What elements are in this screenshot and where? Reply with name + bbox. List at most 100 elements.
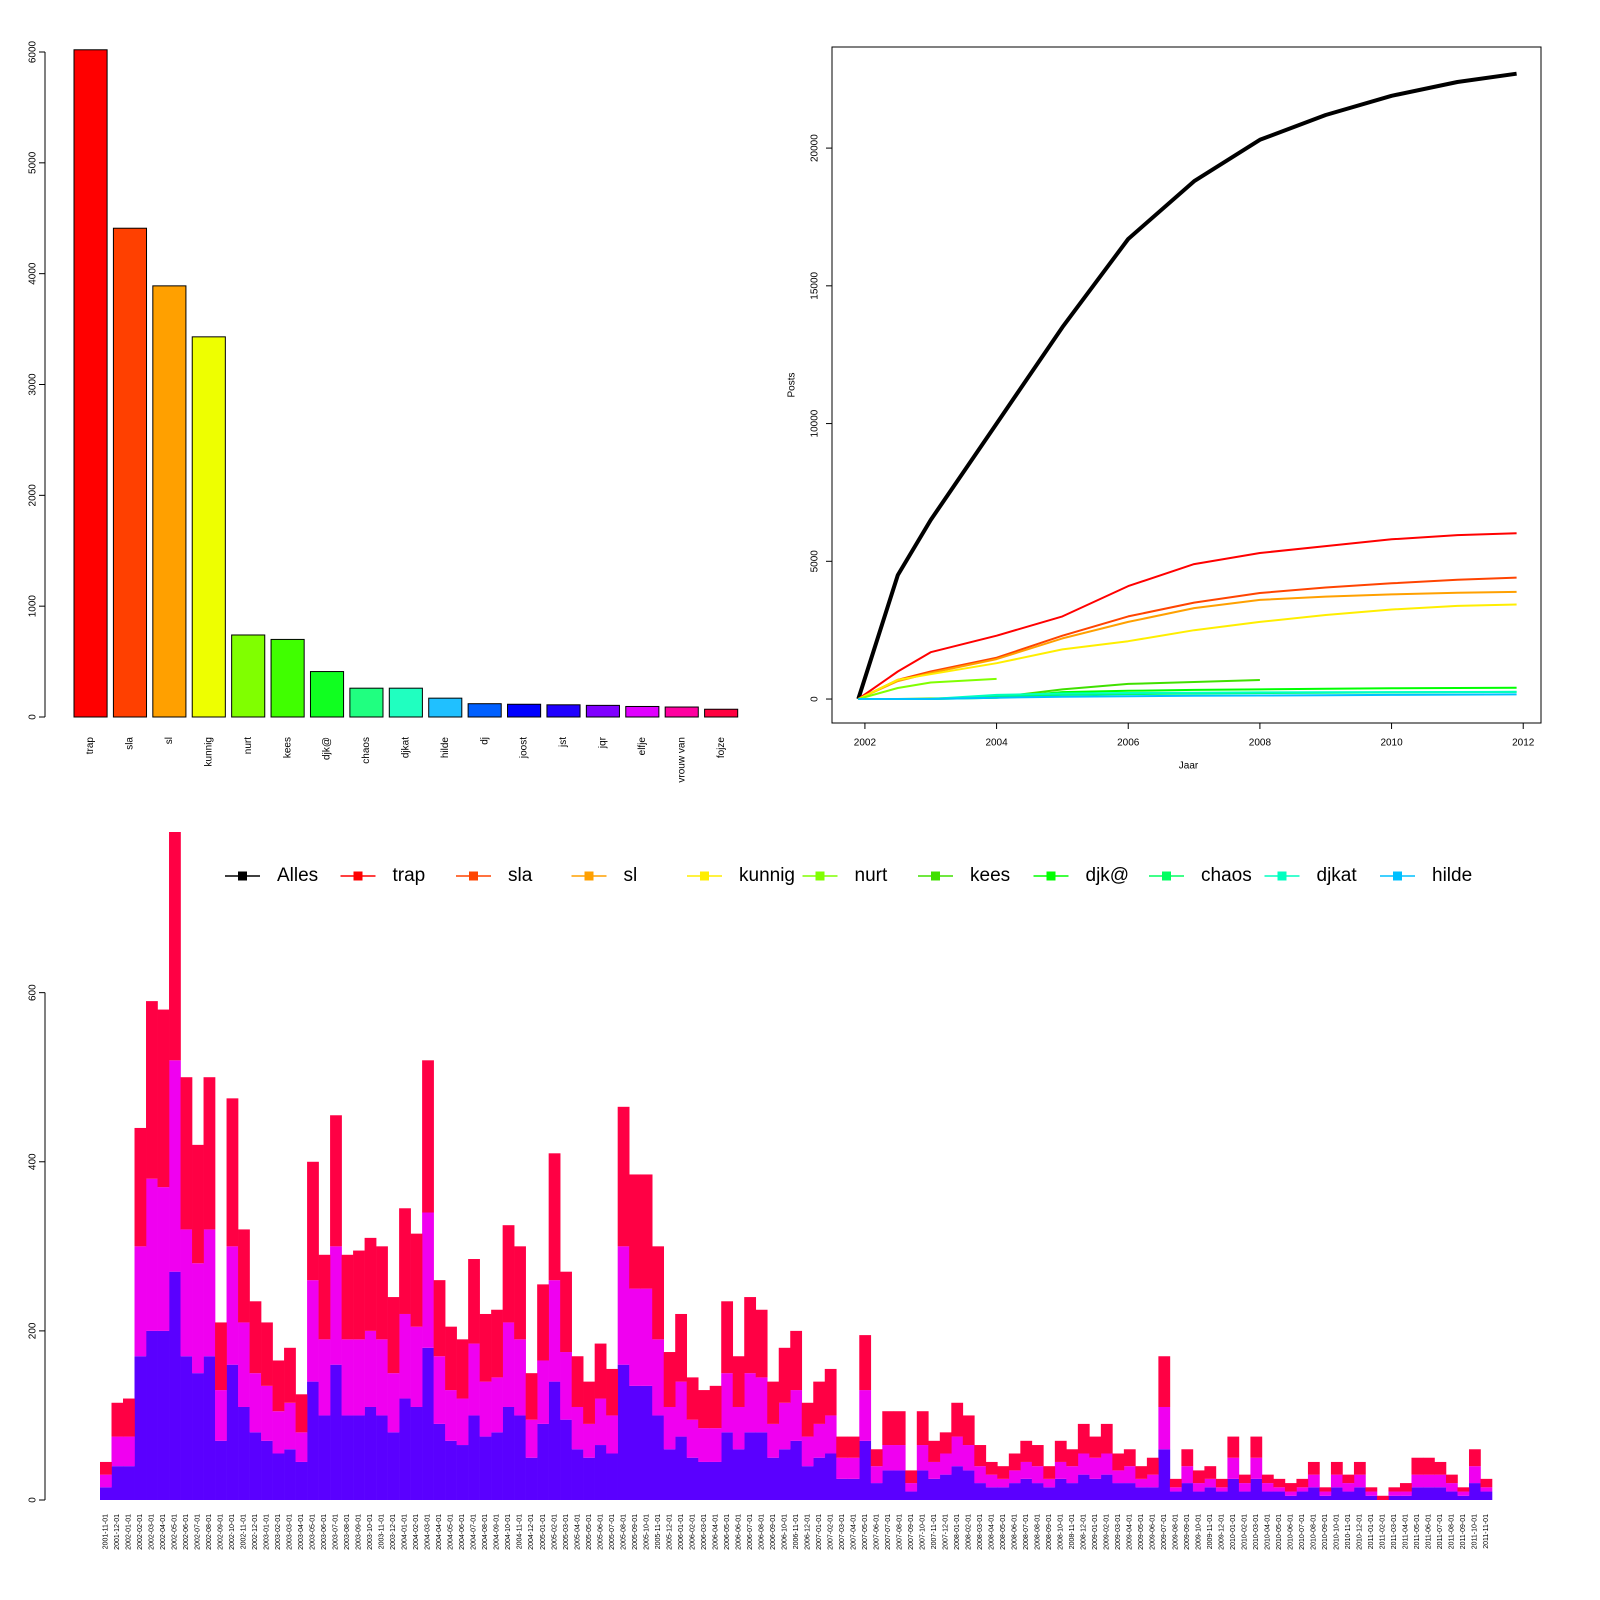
bar-segment	[1330, 1474, 1343, 1488]
x-tick-label: 2006-09-01	[770, 1514, 777, 1550]
bar-segment	[433, 1356, 446, 1424]
x-tick-label: 2010-12-01	[1357, 1514, 1364, 1550]
x-tick-label: 2005-06-01	[597, 1514, 604, 1550]
bar-segment	[1181, 1466, 1194, 1484]
legend-label: Alles	[277, 865, 318, 886]
bar-segment	[1066, 1483, 1079, 1500]
bar-segment	[180, 1229, 193, 1357]
x-tick-label: 2004-10-01	[505, 1514, 512, 1550]
bar-segment	[203, 1356, 216, 1500]
x-tick-label: 2003-08-01	[344, 1514, 351, 1550]
y-tick-label: 10000	[810, 409, 821, 437]
bar-segment	[824, 1415, 837, 1454]
x-tick-label: 2006-03-01	[701, 1514, 708, 1550]
bar-segment	[916, 1411, 929, 1446]
bar-segment	[1468, 1483, 1481, 1500]
bar-segment	[652, 1415, 665, 1500]
bar-segment	[272, 1360, 285, 1412]
x-tick-label: 2003-07-01	[333, 1514, 340, 1550]
bar-segment	[1181, 1483, 1194, 1500]
x-tick-label: 2009-06-01	[1149, 1514, 1156, 1550]
bar-segment	[1388, 1491, 1401, 1496]
bar-segment	[215, 1322, 227, 1391]
bar-segment	[1457, 1491, 1470, 1496]
bar-segment	[997, 1466, 1010, 1479]
bar-segment	[675, 1313, 688, 1382]
x-tick-label: 2008-04-01	[988, 1514, 995, 1550]
x-tick-label: hilde	[440, 737, 451, 759]
x-tick-label: 2008-01-01	[954, 1514, 961, 1550]
bar-segment	[1238, 1474, 1251, 1484]
bar-segment	[456, 1339, 469, 1399]
x-tick-label: 2010-11-01	[1345, 1514, 1352, 1549]
x-tick-label: 2008-07-01	[1023, 1514, 1030, 1550]
y-tick-label: 3000	[28, 373, 39, 396]
legend-label: djk@	[1086, 865, 1130, 886]
bar-segment	[1169, 1487, 1182, 1492]
y-tick-label: 5000	[28, 151, 39, 174]
bar-segment	[1100, 1423, 1113, 1454]
bar-segment	[1192, 1491, 1205, 1500]
y-tick-label: 600	[28, 984, 39, 1001]
x-tick-label: 2006-06-01	[735, 1514, 742, 1550]
bar	[388, 687, 423, 718]
x-tick-label: 2005-05-01	[586, 1514, 593, 1550]
legend-marker	[1162, 871, 1171, 881]
y-tick-label: 0	[28, 714, 39, 720]
bar-segment	[778, 1449, 791, 1500]
bar-segment	[341, 1339, 354, 1416]
bar-segment	[617, 1106, 630, 1247]
bar-segment	[1031, 1445, 1044, 1467]
bar	[191, 336, 226, 718]
x-tick-label: 2002-05-01	[172, 1514, 179, 1550]
x-tick-label: 2007-11-01	[931, 1514, 938, 1549]
bar-segment	[514, 1339, 526, 1416]
x-tick-label: 2007-03-01	[839, 1514, 846, 1550]
legend-marker	[1393, 871, 1402, 881]
bar	[664, 706, 699, 718]
x-tick-label: 2008-11-01	[1069, 1514, 1076, 1549]
bar-segment	[1089, 1436, 1102, 1458]
bar-segment	[548, 1280, 561, 1382]
bar-segment	[813, 1457, 826, 1500]
x-tick-label: 2007-05-01	[862, 1514, 869, 1550]
bar-segment	[882, 1470, 895, 1500]
bar-segment	[261, 1385, 273, 1441]
x-tick-label: 2011-11-01	[1483, 1514, 1490, 1549]
bar-segment	[893, 1445, 906, 1471]
bar-segment	[410, 1406, 423, 1500]
x-tick-label: 2010-05-01	[1276, 1514, 1283, 1550]
bar-segment	[790, 1440, 803, 1500]
bar-segment	[376, 1415, 388, 1500]
bar-segment	[146, 1330, 158, 1500]
bar-segment	[1043, 1466, 1056, 1479]
legend-label: kees	[970, 865, 1010, 886]
x-tick-label: 2007-09-01	[908, 1514, 915, 1550]
bar-segment	[1365, 1491, 1378, 1496]
bar-segment	[997, 1478, 1010, 1488]
bar-segment	[1307, 1487, 1320, 1500]
bar-segment	[1204, 1487, 1217, 1500]
bar	[507, 703, 542, 718]
bar-segment	[1353, 1474, 1366, 1488]
legend-marker	[700, 871, 709, 881]
bar-segment	[284, 1402, 296, 1450]
bar-segment	[1365, 1495, 1378, 1500]
bar-segment	[640, 1385, 653, 1500]
bar-segment	[399, 1208, 411, 1314]
x-tick-label: 2003-04-01	[298, 1514, 305, 1550]
bar-segment	[1250, 1436, 1263, 1458]
bar-segment	[836, 1457, 849, 1479]
bar-segment	[560, 1419, 572, 1500]
bar-segment	[640, 1174, 653, 1289]
y-tick-label: 4000	[28, 262, 39, 285]
bar-segment	[836, 1478, 849, 1500]
bar	[467, 703, 502, 718]
bar-segment	[951, 1436, 964, 1467]
bar-segment	[721, 1373, 734, 1433]
bar-segment	[939, 1453, 952, 1475]
bar-segment	[1215, 1487, 1228, 1492]
bar-segment	[479, 1436, 492, 1500]
bar-segment	[387, 1432, 400, 1500]
bar-segment	[606, 1368, 618, 1416]
